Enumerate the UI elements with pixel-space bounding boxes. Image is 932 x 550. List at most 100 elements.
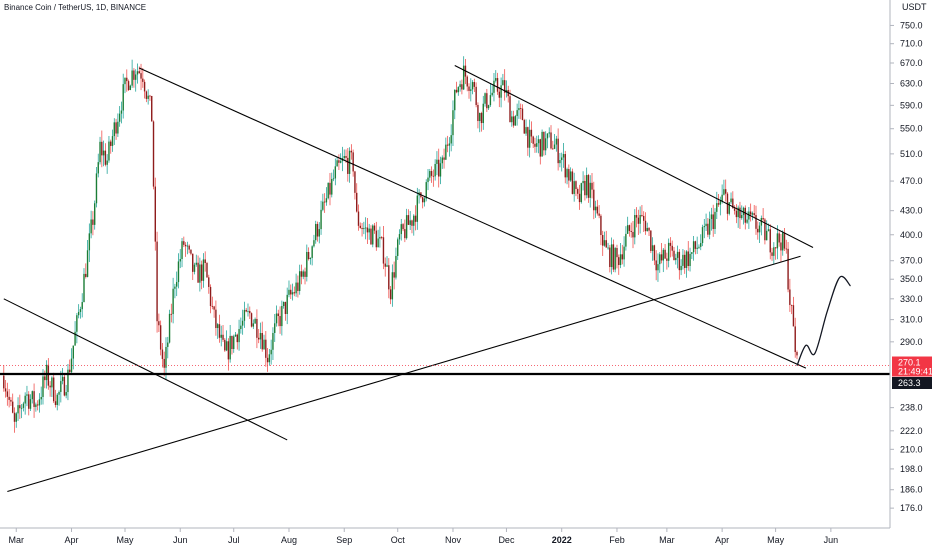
candle-body xyxy=(644,220,647,232)
candle xyxy=(60,370,62,403)
candle xyxy=(587,173,590,203)
candle-body xyxy=(334,166,337,179)
candle xyxy=(423,195,426,207)
candle xyxy=(295,273,297,297)
candle xyxy=(81,293,83,318)
candle xyxy=(216,322,219,339)
candle-body xyxy=(413,215,415,226)
candle-body xyxy=(350,150,353,153)
candle xyxy=(93,200,96,230)
candle xyxy=(304,267,306,285)
candle-body xyxy=(295,282,297,294)
candle xyxy=(192,253,194,281)
candle xyxy=(780,234,782,263)
candle xyxy=(231,335,233,355)
candle-body xyxy=(503,80,506,93)
candle-body xyxy=(528,129,531,148)
candle-body xyxy=(621,254,624,260)
candle xyxy=(163,351,165,377)
y-tick-label: 186.0 xyxy=(900,485,923,495)
candle-body xyxy=(532,136,534,144)
candle xyxy=(143,79,146,99)
candle xyxy=(732,191,734,209)
candle xyxy=(655,250,657,281)
candle xyxy=(500,77,502,108)
candle xyxy=(20,404,23,419)
candle xyxy=(498,87,501,108)
candle-body xyxy=(477,104,479,122)
candle xyxy=(632,220,634,249)
candle xyxy=(208,274,210,294)
candle xyxy=(518,100,520,119)
candle-body xyxy=(650,230,652,251)
candle-body xyxy=(304,271,306,277)
candle xyxy=(525,119,527,136)
candle-body xyxy=(651,245,654,251)
candle-body xyxy=(49,385,51,388)
candle xyxy=(247,303,249,317)
candle xyxy=(450,124,452,152)
candle xyxy=(118,106,121,127)
candle xyxy=(277,309,279,327)
candle xyxy=(61,368,64,385)
candle-body xyxy=(785,248,787,250)
candle xyxy=(475,82,477,108)
candle-body xyxy=(61,376,64,382)
candle xyxy=(151,95,153,122)
candle-body xyxy=(259,332,262,340)
candle-body xyxy=(796,352,798,356)
candle xyxy=(430,166,433,183)
candle xyxy=(553,133,556,150)
candle xyxy=(550,125,552,150)
candle-body xyxy=(186,245,189,247)
y-tick-label: 210.0 xyxy=(900,444,923,454)
candle-body xyxy=(104,150,107,165)
candle xyxy=(298,264,301,295)
candle xyxy=(671,240,673,257)
candle xyxy=(634,209,636,245)
candle-body xyxy=(439,163,442,177)
candle-body xyxy=(692,241,695,253)
candle-body xyxy=(90,219,92,234)
candle-body xyxy=(728,202,730,214)
candle xyxy=(446,135,449,153)
candle xyxy=(316,221,319,242)
candle xyxy=(58,390,60,406)
candle-body xyxy=(372,225,374,245)
candle-body xyxy=(33,391,35,407)
candle-body xyxy=(764,219,766,241)
candle-body xyxy=(331,178,333,195)
candle-body xyxy=(208,277,210,287)
trendlines xyxy=(3,65,814,493)
candle-body xyxy=(168,313,171,343)
candle xyxy=(372,224,374,248)
candle xyxy=(527,126,529,156)
candle-body xyxy=(667,242,670,261)
candle xyxy=(190,249,192,256)
candle-body xyxy=(719,200,722,205)
candle xyxy=(676,245,679,269)
candle-body xyxy=(159,325,162,350)
candle-body xyxy=(603,240,606,246)
candle-body xyxy=(443,157,445,160)
candle-body xyxy=(544,138,547,151)
candle xyxy=(122,73,124,119)
candle-body xyxy=(769,229,771,253)
candle xyxy=(523,118,525,134)
candle xyxy=(127,79,130,91)
candle xyxy=(142,68,144,88)
candle xyxy=(741,205,743,220)
candle-body xyxy=(15,413,17,422)
candle xyxy=(439,156,442,185)
candle xyxy=(24,392,26,415)
x-tick-label: Jun xyxy=(173,535,188,545)
candle-body xyxy=(573,181,575,194)
candle-body xyxy=(129,85,132,91)
candle xyxy=(751,211,754,221)
candle-body xyxy=(534,143,536,147)
candle-body xyxy=(616,248,618,258)
candle-body xyxy=(197,262,199,283)
candle-body xyxy=(13,412,16,422)
candle xyxy=(117,113,119,137)
